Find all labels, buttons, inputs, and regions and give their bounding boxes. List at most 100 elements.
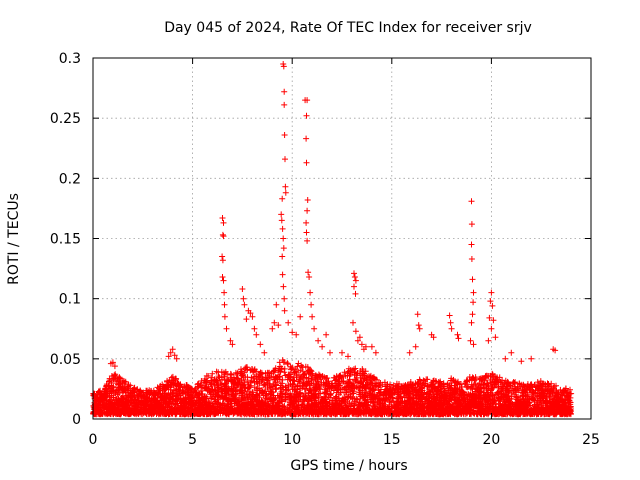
- data-point: [491, 398, 498, 405]
- data-point: [370, 410, 377, 417]
- data-point: [532, 383, 539, 390]
- data-point: [422, 411, 429, 417]
- data-point: [412, 402, 419, 409]
- data-point: [490, 374, 497, 381]
- data-point: [210, 378, 217, 385]
- data-point: [100, 396, 107, 402]
- data-point: [545, 381, 552, 388]
- data-point: [205, 373, 212, 379]
- data-point: [379, 381, 386, 388]
- data-point: [424, 376, 431, 383]
- data-point: [120, 387, 127, 394]
- data-point: [292, 405, 299, 412]
- data-point: [487, 379, 494, 386]
- data-point: [192, 389, 199, 396]
- data-point: [419, 384, 426, 391]
- data-point: [439, 401, 446, 408]
- data-point: [480, 381, 487, 388]
- data-point: [336, 373, 343, 379]
- data-point: [191, 399, 198, 406]
- data-point: [227, 398, 234, 405]
- data-point: [237, 384, 244, 391]
- data-point: [337, 397, 344, 404]
- data-point: [250, 394, 257, 400]
- data-point: [302, 390, 309, 397]
- data-point: [435, 396, 442, 402]
- data-point: [187, 401, 194, 408]
- data-point: [538, 402, 545, 409]
- data-point: [361, 376, 368, 383]
- data-point: [332, 384, 339, 391]
- data-point: [243, 391, 250, 398]
- data-point: [387, 381, 394, 388]
- data-point: [469, 390, 476, 397]
- data-point: [261, 381, 268, 388]
- data-point: [439, 393, 446, 400]
- data-point: [132, 405, 139, 412]
- data-point: [152, 391, 159, 398]
- data-point: [346, 399, 353, 406]
- grid-lines: [93, 58, 591, 419]
- data-point: [313, 386, 319, 393]
- data-point: [273, 381, 280, 388]
- data-point: [269, 383, 276, 390]
- data-point: [280, 359, 287, 366]
- data-point: [106, 378, 113, 385]
- data-point: [324, 375, 331, 382]
- data-point: [557, 395, 564, 402]
- data-point: [477, 403, 484, 410]
- data-point: [326, 401, 332, 408]
- data-point: [232, 396, 239, 403]
- data-point: [347, 369, 354, 376]
- data-point: [280, 386, 287, 393]
- data-point: [213, 381, 219, 388]
- data-point: [427, 405, 434, 412]
- data-point: [342, 396, 349, 403]
- data-point: [285, 386, 292, 393]
- data-point: [270, 397, 277, 404]
- data-point: [116, 399, 123, 405]
- data-point: [357, 387, 364, 394]
- data-point: [422, 396, 429, 402]
- data-point: [140, 389, 147, 396]
- data-point: [290, 377, 297, 384]
- data-point: [235, 375, 241, 382]
- data-point: [266, 403, 273, 410]
- data-point: [361, 394, 368, 401]
- data-point: [435, 402, 442, 409]
- data-point: [213, 368, 220, 375]
- data-point: [209, 401, 216, 408]
- data-point: [355, 384, 362, 391]
- data-point: [109, 384, 116, 391]
- data-point: [376, 389, 383, 396]
- data-point: [297, 379, 303, 386]
- data-point: [553, 389, 560, 396]
- data-point: [256, 370, 263, 377]
- data-point: [120, 410, 127, 417]
- data-point: [296, 391, 303, 398]
- data-point: [215, 373, 222, 380]
- data-point: [210, 404, 217, 411]
- data-point: [540, 381, 547, 387]
- data-point: [256, 385, 262, 392]
- data-point: [218, 381, 225, 388]
- data-point: [112, 397, 119, 404]
- data-point: [553, 411, 560, 418]
- data-point: [175, 380, 181, 387]
- data-point: [112, 375, 119, 381]
- data-point: [122, 378, 129, 385]
- data-point: [284, 360, 291, 367]
- data-point: [279, 393, 286, 400]
- data-point: [295, 398, 302, 405]
- data-point: [352, 376, 359, 383]
- data-point: [357, 395, 364, 402]
- data-point: [440, 383, 447, 390]
- data-point: [374, 383, 381, 390]
- data-point: [232, 379, 239, 386]
- data-point: [336, 382, 343, 389]
- data-point: [117, 383, 124, 390]
- data-point: [312, 384, 319, 390]
- data-point: [490, 409, 497, 416]
- data-point: [424, 383, 431, 390]
